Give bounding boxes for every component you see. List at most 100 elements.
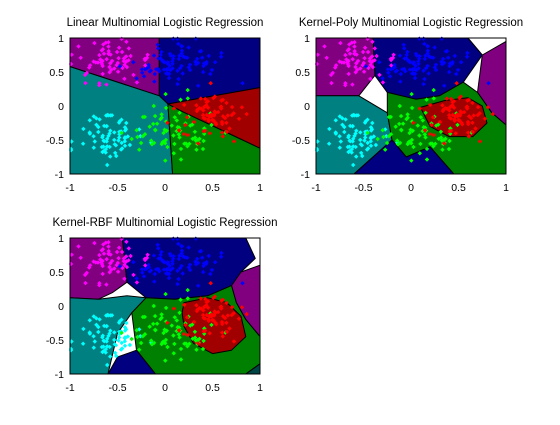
point-red — [470, 129, 475, 135]
point-green — [440, 147, 445, 152]
point-magenta — [352, 40, 357, 45]
point-cyan — [116, 338, 121, 343]
point-green — [200, 146, 206, 152]
subplot-rbf: Kernel-RBF Multinomial Logistic Regressi… — [46, 217, 278, 394]
ytick-label: 1 — [58, 233, 64, 245]
point-green — [418, 141, 423, 147]
point-blue — [425, 44, 431, 49]
point-blue — [422, 41, 427, 47]
point-blue — [140, 70, 145, 75]
point-green — [185, 287, 190, 293]
point-green — [176, 325, 182, 330]
point-magenta — [122, 62, 127, 68]
point-green — [393, 124, 398, 129]
point-blue — [164, 271, 169, 276]
point-magenta — [92, 40, 97, 46]
point-red — [219, 106, 224, 111]
point-red — [202, 316, 208, 321]
point-green — [192, 129, 198, 134]
point-green — [384, 140, 390, 146]
point-cyan — [368, 139, 373, 144]
point-cyan — [315, 139, 320, 144]
point-blue — [201, 263, 206, 269]
point-cyan — [91, 334, 96, 339]
point-red — [220, 121, 225, 127]
point-green — [192, 329, 198, 334]
point-cyan — [101, 149, 106, 154]
point-green — [420, 118, 425, 123]
point-blue — [170, 61, 175, 66]
point-cyan — [87, 318, 92, 323]
point-blue — [179, 48, 185, 53]
point-blue — [209, 67, 215, 73]
point-cyan — [108, 328, 113, 333]
point-cyan — [365, 146, 371, 151]
point-cyan — [87, 118, 92, 123]
point-magenta — [388, 57, 394, 63]
point-cyan — [105, 136, 110, 141]
point-green — [431, 96, 436, 101]
point-red — [225, 313, 230, 318]
point-cyan — [117, 335, 122, 340]
point-cyan — [101, 344, 106, 349]
point-green — [137, 347, 142, 352]
point-red — [213, 320, 218, 326]
point-blue — [175, 68, 180, 73]
point-red — [196, 141, 201, 146]
point-cyan — [337, 114, 342, 119]
point-magenta — [391, 52, 396, 57]
point-red — [207, 331, 212, 336]
point-green — [182, 341, 187, 346]
point-green — [165, 144, 170, 150]
point-red — [210, 117, 215, 123]
point-magenta — [124, 39, 129, 44]
point-red — [224, 129, 229, 135]
point-magenta — [143, 263, 148, 268]
point-magenta — [78, 55, 83, 60]
point-blue — [433, 67, 439, 73]
xtick-label: 1 — [257, 382, 263, 394]
point-cyan — [69, 139, 74, 144]
point-blue — [176, 41, 181, 47]
point-cyan — [350, 124, 355, 129]
point-magenta — [101, 51, 107, 56]
point-blue — [422, 76, 427, 82]
point-green — [178, 357, 184, 362]
point-blue — [193, 62, 199, 67]
point-magenta — [370, 64, 376, 70]
point-magenta — [124, 64, 130, 70]
point-green — [163, 305, 169, 311]
point-blue — [186, 245, 191, 250]
point-magenta — [124, 59, 129, 64]
point-blue — [201, 269, 206, 275]
point-blue — [187, 62, 193, 67]
point-blue — [166, 275, 172, 281]
point-green — [142, 332, 148, 337]
point-magenta — [122, 76, 127, 81]
point-magenta — [315, 52, 320, 57]
point-magenta — [329, 80, 334, 86]
point-magenta — [119, 36, 124, 41]
axes-frame-linear — [69, 37, 261, 175]
point-red — [219, 298, 224, 303]
point-red — [236, 316, 242, 321]
point-cyan — [96, 124, 101, 130]
point-magenta — [389, 63, 394, 68]
title-linear: Linear Multinomial Logistic Regression — [67, 17, 264, 29]
point-blue — [165, 266, 171, 272]
point-blue — [201, 69, 206, 75]
point-cyan — [101, 144, 106, 149]
point-blue — [426, 54, 432, 59]
point-red — [206, 318, 211, 324]
point-green — [438, 135, 444, 140]
point-red — [220, 130, 225, 135]
point-red — [202, 128, 208, 133]
point-blue — [422, 56, 428, 62]
point-blue — [157, 69, 162, 74]
point-magenta — [124, 259, 129, 264]
point-cyan — [351, 144, 356, 149]
point-cyan — [103, 150, 108, 155]
point-blue — [400, 67, 405, 72]
point-green — [134, 128, 139, 133]
point-blue — [170, 261, 175, 266]
